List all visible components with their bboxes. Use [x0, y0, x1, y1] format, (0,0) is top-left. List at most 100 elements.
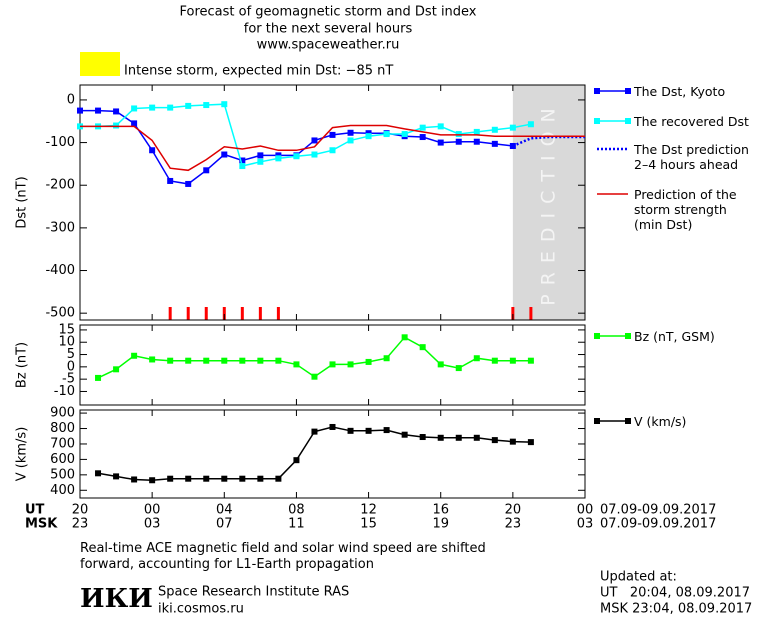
- series-marker: [149, 356, 156, 363]
- series-marker: [221, 151, 228, 158]
- series-marker: [167, 357, 174, 364]
- series-marker: [131, 105, 138, 112]
- series-marker: [365, 358, 372, 365]
- x-tick-label: 00: [577, 503, 594, 518]
- note: Real-time ACE magnetic field and solar w…: [80, 541, 486, 572]
- y-tick-label: -5: [62, 372, 75, 387]
- series-marker: [437, 434, 444, 441]
- series-marker: [293, 457, 300, 464]
- alert-swatch: [80, 52, 120, 76]
- series-marker: [275, 475, 282, 482]
- series-marker: [455, 131, 462, 138]
- series-marker: [113, 473, 120, 480]
- legend-label: The Dst prediction 2–4 hours ahead: [634, 142, 749, 172]
- series-marker: [347, 427, 354, 434]
- x-tick-label: 08: [288, 503, 305, 518]
- legend-marker: [625, 418, 631, 424]
- series-marker: [455, 138, 462, 145]
- y-tick-label: 0: [67, 359, 75, 374]
- series-marker: [131, 352, 138, 359]
- y-tick-label: 700: [50, 436, 75, 451]
- series-marker: [221, 357, 228, 364]
- plot-frame: [79, 84, 586, 321]
- series-marker: [401, 431, 408, 438]
- plot-frame: [79, 324, 586, 406]
- legend-marker: [625, 118, 631, 124]
- legend-label: The Dst, Kyoto: [634, 84, 726, 99]
- series-marker: [311, 151, 318, 158]
- series-marker: [149, 104, 156, 111]
- series-marker: [437, 139, 444, 146]
- series-marker: [347, 137, 354, 144]
- series-marker: [455, 365, 462, 372]
- y-tick-label: 400: [50, 483, 75, 498]
- series-marker: [95, 374, 102, 381]
- series-marker: [167, 104, 174, 111]
- legend-marker: [594, 118, 600, 124]
- ut-label: UT: [25, 503, 45, 518]
- institute: Space Research Institute RAS: [158, 585, 349, 600]
- series-marker: [419, 434, 426, 441]
- series-marker: [401, 131, 408, 138]
- series-marker: [473, 434, 480, 441]
- prediction-region: [512, 85, 585, 320]
- series-marker: [347, 129, 354, 136]
- x-tick-label-msk: 23: [505, 517, 522, 532]
- series-marker: [311, 428, 318, 435]
- y-tick-label: -100: [45, 135, 75, 150]
- msk-dates: 07.09-09.09.2017: [600, 517, 716, 532]
- x-tick-label-msk: 07: [216, 517, 233, 532]
- legend-marker: [625, 333, 631, 339]
- series-marker: [491, 357, 498, 364]
- series-marker: [239, 157, 246, 164]
- updated-ut: UT 20:04, 08.09.2017: [600, 586, 750, 601]
- x-tick-label-msk: 03: [144, 517, 161, 532]
- y-tick-label: -500: [45, 306, 75, 321]
- series-marker: [329, 361, 336, 368]
- series-marker: [113, 366, 120, 373]
- series-line: [80, 109, 513, 185]
- series-marker: [221, 475, 228, 482]
- series-marker: [275, 155, 282, 162]
- series-marker: [113, 122, 120, 129]
- series-marker: [365, 427, 372, 434]
- prediction-label: PREDICTION: [537, 99, 559, 306]
- y-tick-label: -300: [45, 220, 75, 235]
- series-marker: [77, 107, 83, 114]
- y-axis-label: Dst (nT): [15, 176, 30, 228]
- series-marker: [239, 475, 246, 482]
- series-marker: [491, 437, 498, 444]
- series-marker: [185, 475, 192, 482]
- series-marker: [275, 357, 282, 364]
- series-line: [512, 135, 585, 148]
- x-tick-label: 00: [144, 503, 161, 518]
- updated-label: Updated at:: [600, 570, 677, 585]
- series-marker: [527, 121, 534, 128]
- x-tick-label-msk: 03: [577, 517, 594, 532]
- updated-msk: MSK 23:04, 08.09.2017: [600, 602, 752, 617]
- series-marker: [437, 361, 444, 368]
- series-marker: [311, 137, 318, 144]
- x-tick-label: 12: [360, 503, 377, 518]
- series-line: [97, 426, 531, 481]
- y-tick-label: -10: [54, 384, 75, 399]
- subtitle: for the next several hours: [244, 22, 413, 37]
- y-tick-label: 600: [50, 452, 75, 467]
- series-marker: [95, 107, 102, 114]
- url: www.spaceweather.ru: [257, 38, 400, 53]
- msk-label: MSK: [25, 517, 58, 532]
- series-marker: [167, 475, 174, 482]
- series-marker: [347, 361, 354, 368]
- series-marker: [491, 126, 498, 133]
- series-marker: [131, 120, 138, 127]
- x-tick-label: 04: [216, 503, 233, 518]
- series-marker: [329, 423, 336, 430]
- series-marker: [383, 427, 390, 434]
- x-tick-label: 20: [72, 503, 89, 518]
- y-axis-label: V (km/s): [15, 427, 30, 482]
- series-line: [80, 124, 585, 172]
- series-marker: [329, 147, 336, 154]
- x-tick-label-msk: 19: [432, 517, 449, 532]
- series-marker: [383, 131, 390, 138]
